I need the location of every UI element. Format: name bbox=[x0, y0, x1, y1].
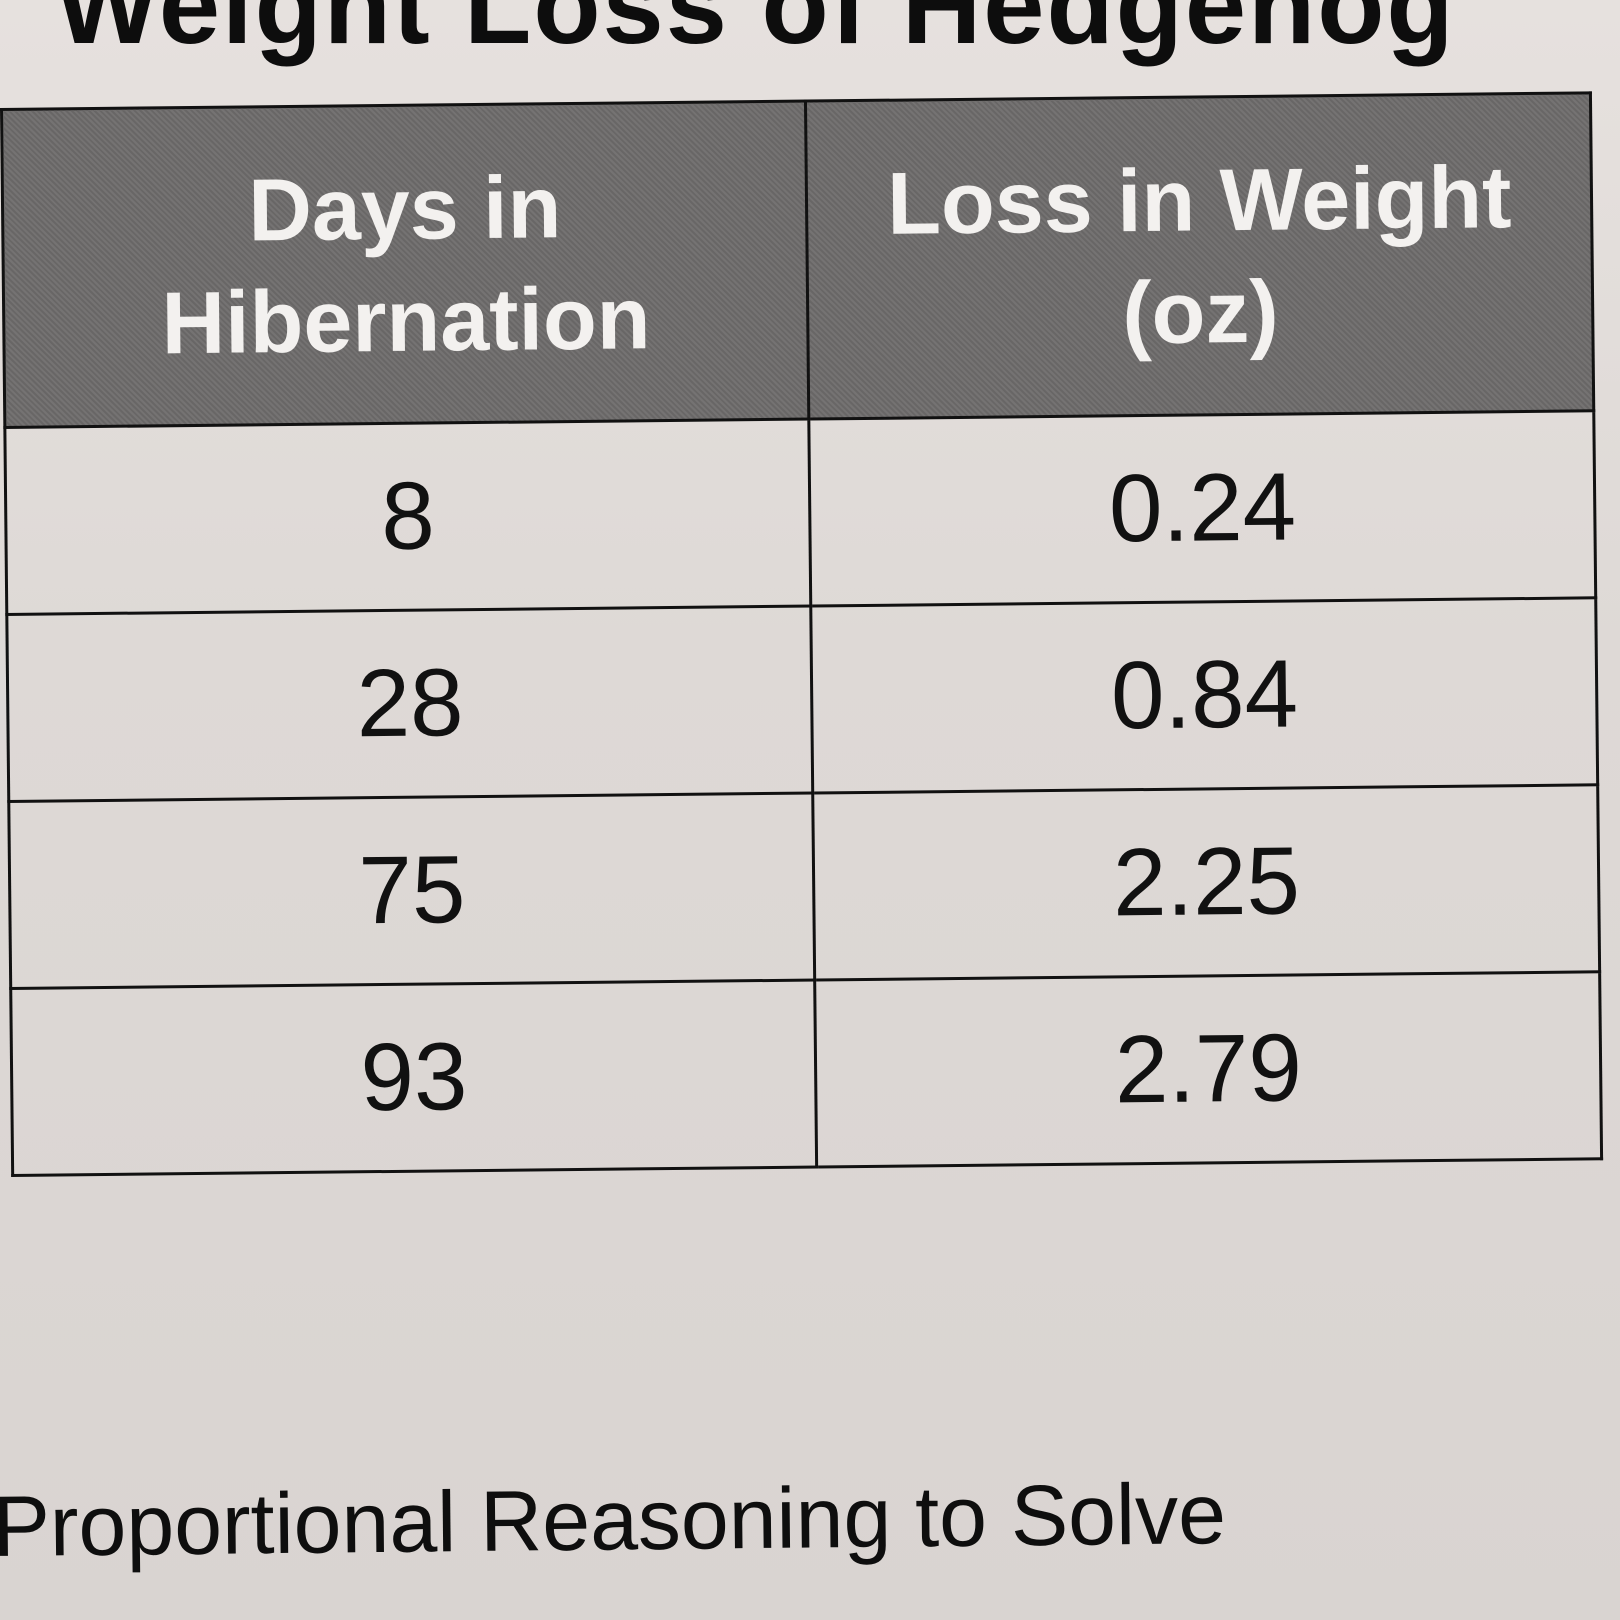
hibernation-table: Days in Hibernation Loss in Weight (oz) … bbox=[0, 91, 1603, 1177]
loss-cell: 0.24 bbox=[809, 410, 1596, 607]
loss-cell: 2.25 bbox=[813, 784, 1600, 981]
table-header-row: Days in Hibernation Loss in Weight (oz) bbox=[1, 92, 1594, 428]
loss-cell: 2.79 bbox=[815, 971, 1602, 1168]
header-days-in-hibernation: Days in Hibernation bbox=[1, 101, 810, 428]
section-heading: Proportional Reasoning to Solve bbox=[0, 1466, 1227, 1575]
table-row: 75 2.25 bbox=[8, 784, 1600, 989]
loss-cell: 0.84 bbox=[811, 597, 1598, 794]
days-cell: 8 bbox=[4, 419, 812, 615]
table-row: 93 2.79 bbox=[10, 971, 1602, 1176]
days-cell: 93 bbox=[10, 980, 818, 1176]
table-row: 8 0.24 bbox=[4, 410, 1596, 615]
table-title: Weight Loss of Hedgehog bbox=[55, 0, 1456, 67]
header-loss-in-weight: Loss in Weight (oz) bbox=[805, 92, 1594, 420]
days-cell: 28 bbox=[6, 606, 814, 802]
table-row: 28 0.84 bbox=[6, 597, 1598, 802]
days-cell: 75 bbox=[8, 793, 816, 989]
